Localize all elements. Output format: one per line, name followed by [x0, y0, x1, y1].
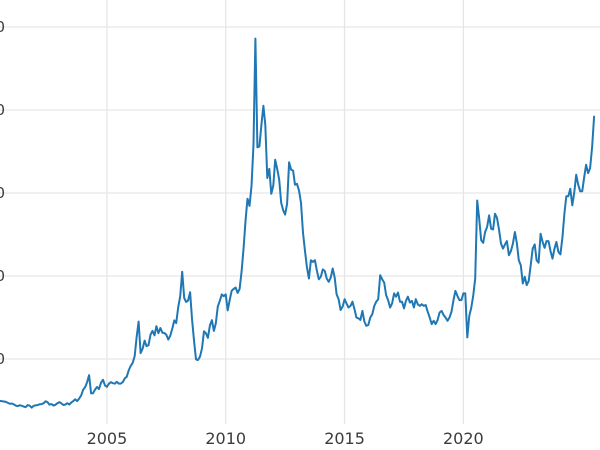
chart-gridlines [0, 0, 600, 424]
y-tick-label: 50 [0, 18, 5, 36]
price-series-line [0, 37, 596, 409]
x-tick-label: 2005 [87, 429, 128, 448]
chart-y-tick-labels: 10 20 30 40 50 [0, 18, 5, 368]
y-tick-label: 20 [0, 267, 5, 285]
y-tick-label: 30 [0, 184, 5, 202]
x-tick-label: 2020 [443, 429, 484, 448]
y-tick-label: 10 [0, 350, 5, 368]
x-tick-label: 2015 [324, 429, 365, 448]
y-tick-label: 40 [0, 101, 5, 119]
x-tick-label: 2010 [205, 429, 246, 448]
chart-x-tick-labels: 2005 2010 2015 2020 [87, 429, 484, 448]
